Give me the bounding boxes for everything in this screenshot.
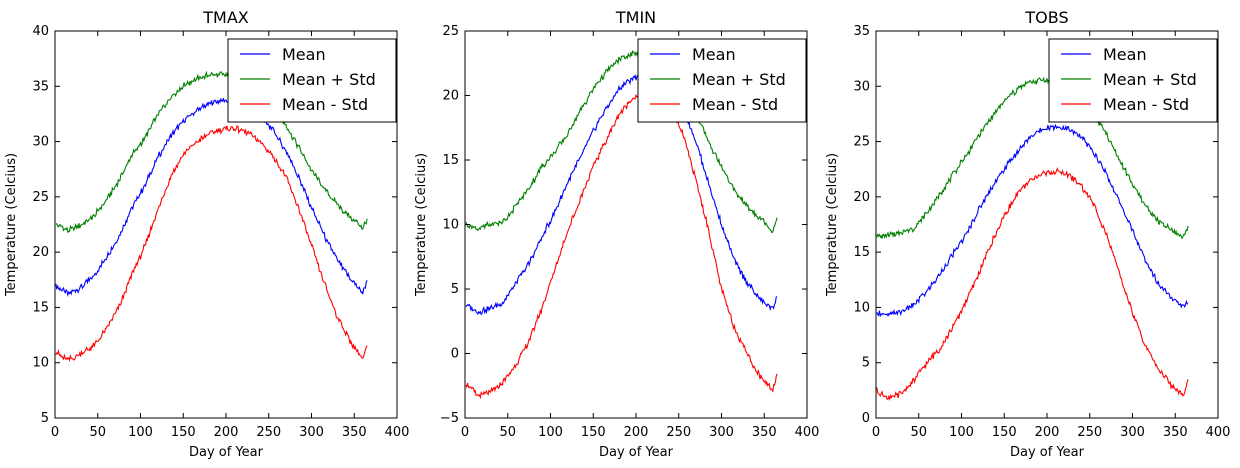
y-tick-label: 0 (862, 411, 870, 426)
x-tick-label: 350 (752, 425, 777, 440)
x-tick-label: 350 (1163, 425, 1188, 440)
legend-label: Mean + Std (1103, 70, 1197, 89)
legend-label: Mean + Std (692, 70, 786, 89)
y-axis-label: Temperature (Celcius) (4, 153, 19, 297)
legend-label: Mean (282, 45, 326, 64)
legend-label: Mean - Std (282, 95, 368, 114)
y-axis-label: Temperature (Celcius) (414, 153, 429, 297)
x-tick-label: 200 (214, 425, 239, 440)
x-tick-label: 50 (499, 425, 516, 440)
x-tick-label: 200 (1035, 425, 1060, 440)
x-tick-label: 0 (51, 425, 59, 440)
series-line-mean-std (876, 76, 1189, 240)
chart-title: TOBS (1024, 8, 1068, 27)
x-tick-label: 100 (538, 425, 563, 440)
x-tick-label: 150 (581, 425, 606, 440)
x-tick-label: 50 (910, 425, 927, 440)
series-group (876, 76, 1189, 402)
x-tick-label: 300 (709, 425, 734, 440)
y-tick-label: −5 (440, 411, 459, 426)
series-line-mean-std (465, 90, 778, 400)
y-tick-label: 0 (451, 347, 459, 362)
y-tick-label: 5 (862, 356, 870, 371)
x-tick-label: 100 (949, 425, 974, 440)
series-group (465, 49, 778, 400)
x-tick-label: 150 (992, 425, 1017, 440)
y-tick-label: 25 (442, 24, 459, 39)
y-tick-label: 10 (32, 356, 49, 371)
x-axis-label: Day of Year (599, 445, 674, 460)
x-tick-label: 250 (666, 425, 691, 440)
y-tick-label: 30 (853, 79, 870, 94)
series-group (55, 70, 368, 363)
chart-panel-tmin: 0 50 100 150 200 250 300 350 400−50510152025TMIN… (414, 8, 819, 460)
x-tick-label: 300 (1120, 425, 1145, 440)
series-line-mean (876, 123, 1189, 318)
x-tick-label: 0 (872, 425, 880, 440)
x-tick-label: 100 (128, 425, 153, 440)
legend-label: Mean (692, 45, 736, 64)
x-tick-label: 400 (795, 425, 820, 440)
x-tick-label: 250 (256, 425, 281, 440)
x-tick-label: 300 (299, 425, 324, 440)
x-tick-label: 350 (342, 425, 367, 440)
y-tick-label: 10 (853, 300, 870, 315)
y-tick-label: 20 (853, 190, 870, 205)
x-tick-label: 400 (1206, 425, 1231, 440)
series-line-mean-std (55, 70, 368, 234)
y-tick-label: 40 (32, 24, 49, 39)
chart-panel-tmax: 0 50 100 150 200 250 300 350 400 5 10 15 20 25 30 35 40 T… (4, 8, 409, 460)
y-tick-label: 25 (32, 190, 49, 205)
y-tick-label: 15 (32, 300, 49, 315)
y-tick-label: 15 (442, 153, 459, 168)
y-tick-label: 20 (442, 89, 459, 104)
x-tick-label: 150 (171, 425, 196, 440)
legend: Mean Mean + Std Mean - Std (1048, 38, 1218, 123)
series-line-mean (465, 69, 778, 316)
x-tick-label: 400 (385, 425, 410, 440)
chart-title: TMIN (615, 8, 656, 27)
legend: Mean Mean + Std Mean - Std (227, 38, 397, 123)
x-tick-label: 200 (624, 425, 649, 440)
y-axis-label: Temperature (Celcius) (825, 153, 840, 297)
chart-panel-tobs: 0 50 100 150 200 250 300 350 400 0 5 10 15 20 25 30 35 TO… (825, 8, 1230, 460)
x-axis-label: Day of Year (189, 445, 264, 460)
chart-title: TMAX (202, 8, 249, 27)
legend-box (1048, 38, 1218, 123)
legend-box (227, 38, 397, 123)
series-line-mean-std (55, 125, 368, 363)
x-tick-label: 250 (1077, 425, 1102, 440)
series-line-mean (55, 96, 368, 298)
y-tick-label: 25 (853, 135, 870, 150)
y-tick-label: 35 (853, 24, 870, 39)
legend-label: Mean - Std (1103, 95, 1189, 114)
x-axis-label: Day of Year (1010, 445, 1085, 460)
legend-label: Mean (1103, 45, 1147, 64)
y-tick-label: 5 (41, 411, 49, 426)
y-tick-label: 15 (853, 245, 870, 260)
y-tick-label: 5 (451, 282, 459, 297)
legend: Mean Mean + Std Mean - Std (637, 38, 807, 123)
y-tick-label: 30 (32, 135, 49, 150)
series-line-mean-std (465, 49, 778, 234)
y-tick-label: 10 (442, 218, 459, 233)
series-line-mean-std (876, 167, 1189, 402)
legend-label: Mean - Std (692, 95, 778, 114)
y-tick-label: 35 (32, 79, 49, 94)
x-tick-label: 0 (461, 425, 469, 440)
legend-box (637, 38, 807, 123)
y-tick-label: 20 (32, 245, 49, 260)
legend-label: Mean + Std (282, 70, 376, 89)
x-tick-label: 50 (89, 425, 106, 440)
